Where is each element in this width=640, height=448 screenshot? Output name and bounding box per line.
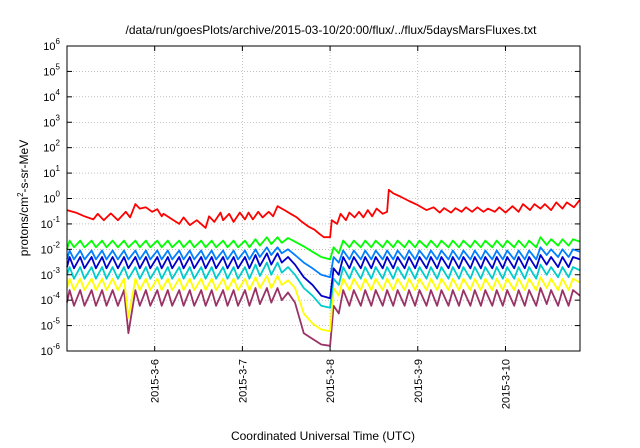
y-tick-base: 10	[41, 244, 53, 256]
series-line	[66, 188, 581, 239]
series-line	[66, 287, 581, 347]
y-tick-label: 106	[43, 37, 60, 53]
series-line	[66, 252, 581, 300]
y-tick-base: 10	[43, 168, 55, 180]
y-ticks: 10-610-510-410-310-210-11001011021031041…	[41, 37, 580, 358]
y-tick-label: 10-4	[41, 291, 61, 307]
y-tick-exponent: 3	[56, 113, 61, 122]
y-tick-exponent: -5	[53, 317, 61, 326]
y-tick-base: 10	[43, 194, 55, 206]
y-tick-label: 10-1	[41, 215, 61, 231]
y-tick-base: 10	[41, 295, 53, 307]
y-tick-exponent: -3	[53, 266, 61, 275]
y-tick-base: 10	[43, 143, 55, 155]
x-tick-label: 2015-3-7	[237, 359, 249, 403]
y-tick-exponent: 2	[56, 139, 61, 148]
y-tick-exponent: 1	[56, 164, 61, 173]
y-axis-label-sup: 2	[16, 192, 25, 197]
y-tick-exponent: -1	[53, 215, 61, 224]
y-axis-label-prefix: protons/cm	[17, 197, 31, 256]
x-tick-label: 2015-3-6	[150, 359, 162, 403]
y-tick-label: 10-5	[41, 317, 61, 333]
x-axis-label: Coordinated Universal Time (UTC)	[231, 429, 415, 443]
x-tick-label: 2015-3-10	[500, 359, 512, 409]
x-ticks: 2015-3-6 2015-3-7 2015-3-8 2015-3-9 2015-3-1…	[150, 46, 512, 409]
y-tick-exponent: -6	[53, 342, 61, 351]
series-line	[66, 261, 581, 309]
series-layer	[66, 188, 581, 347]
y-tick-exponent: -2	[53, 240, 61, 249]
series-line	[66, 236, 581, 261]
y-tick-base: 10	[43, 92, 55, 104]
y-tick-base: 10	[43, 117, 55, 129]
y-tick-label: 10-3	[41, 266, 61, 282]
y-axis-label-suffix: -s-sr-MeV	[17, 140, 31, 193]
chart-title: /data/run/goesPlots/archive/2015-03-10/2…	[126, 23, 538, 37]
y-tick-base: 10	[41, 346, 53, 358]
y-tick-base: 10	[43, 66, 55, 78]
y-axis-label: protons/cm2-s-sr-MeV	[16, 140, 31, 256]
y-tick-exponent: 6	[56, 37, 61, 46]
y-tick-base: 10	[41, 270, 53, 282]
y-tick-label: 103	[43, 113, 60, 129]
x-tick-label: 2015-3-8	[325, 359, 337, 403]
y-tick-base: 10	[41, 321, 53, 333]
series-line	[66, 274, 581, 333]
y-tick-label: 10-2	[41, 240, 61, 256]
y-tick-label: 102	[43, 139, 60, 155]
y-tick-exponent: 5	[56, 62, 61, 71]
y-tick-label: 104	[43, 88, 60, 104]
y-tick-exponent: 4	[56, 88, 61, 97]
y-tick-label: 10-6	[41, 342, 61, 358]
y-tick-exponent: -4	[53, 291, 61, 300]
y-tick-label: 105	[43, 62, 60, 78]
y-tick-exponent: 0	[56, 190, 61, 199]
series-line	[66, 246, 581, 279]
y-tick-label: 101	[43, 164, 60, 180]
x-tick-label: 2015-3-9	[413, 359, 425, 403]
y-tick-label: 100	[43, 190, 60, 206]
y-tick-base: 10	[41, 219, 53, 231]
y-tick-base: 10	[43, 41, 55, 53]
